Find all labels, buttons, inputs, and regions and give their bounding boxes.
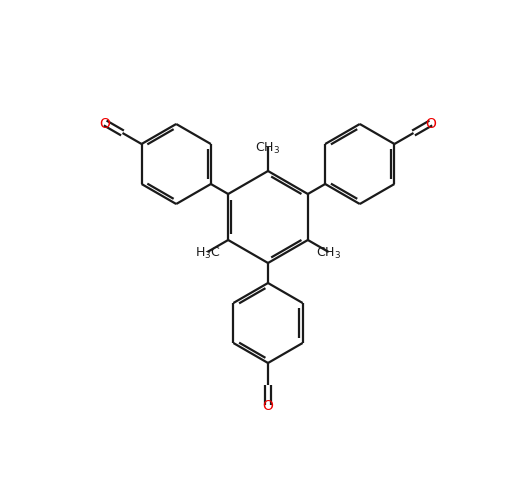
Text: CH$_3$: CH$_3$: [255, 140, 281, 155]
Text: O: O: [425, 117, 436, 131]
Text: O: O: [100, 117, 111, 131]
Text: O: O: [263, 398, 273, 412]
Text: H$_3$C: H$_3$C: [195, 245, 220, 260]
Text: CH$_3$: CH$_3$: [316, 245, 341, 260]
